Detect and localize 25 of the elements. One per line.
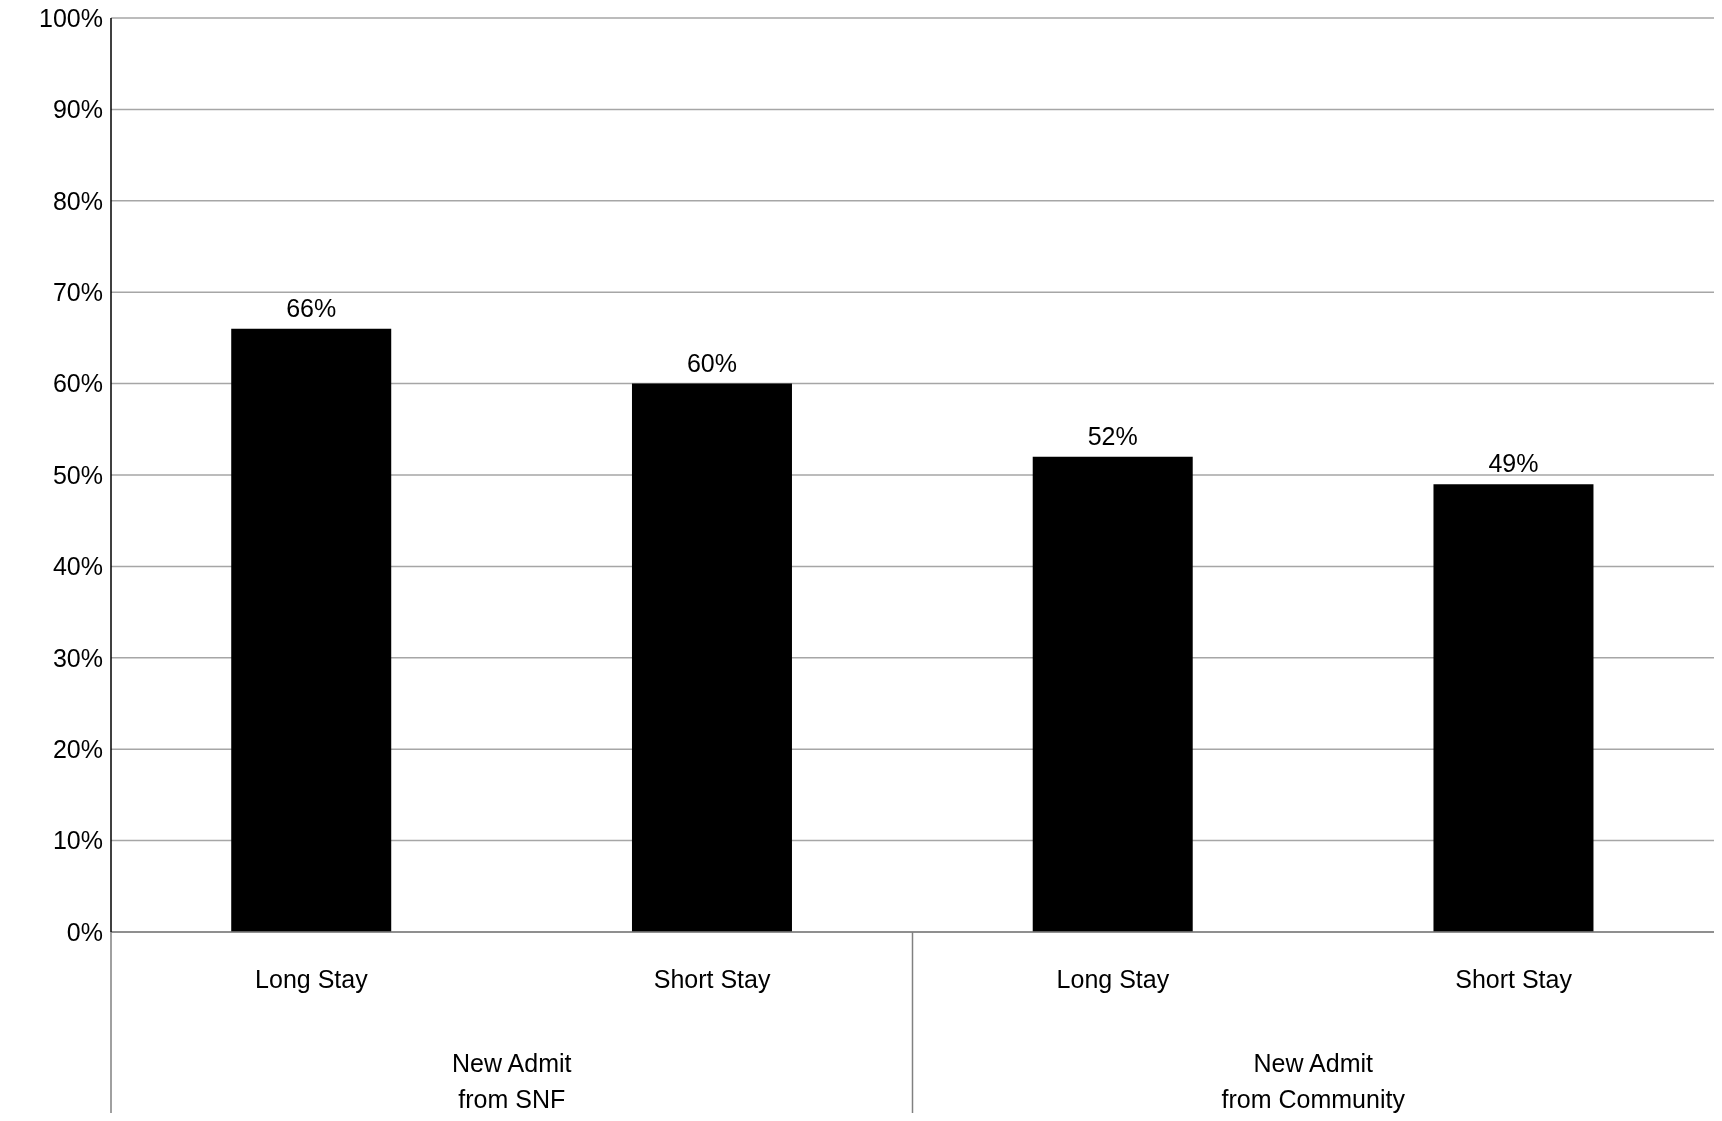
y-tick-label: 100% bbox=[39, 3, 103, 32]
data-label: 49% bbox=[1488, 449, 1539, 478]
x-tick-label: Long Stay bbox=[255, 965, 369, 993]
data-label: 60% bbox=[686, 348, 737, 377]
data-label: 52% bbox=[1087, 421, 1138, 450]
y-tick-label: 80% bbox=[52, 186, 103, 215]
x-tick-label: Short Stay bbox=[1455, 965, 1573, 993]
bar bbox=[231, 328, 392, 932]
y-tick-label: 40% bbox=[52, 552, 103, 581]
bar bbox=[631, 383, 792, 932]
bar bbox=[1433, 484, 1594, 932]
y-tick-label: 70% bbox=[52, 278, 103, 307]
y-tick-label: 90% bbox=[52, 95, 103, 124]
bar bbox=[1032, 456, 1193, 932]
text: New Admit from SNF bbox=[452, 1049, 572, 1113]
text: New Admit from Community bbox=[1221, 1049, 1406, 1113]
y-tick-label: 60% bbox=[52, 369, 103, 398]
data-label: 66% bbox=[286, 293, 337, 322]
y-tick-label: 50% bbox=[52, 460, 103, 489]
y-tick-label: 20% bbox=[52, 735, 103, 764]
y-tick-label: 10% bbox=[52, 826, 103, 855]
y-tick-label: 30% bbox=[52, 643, 103, 672]
x-tick-label: Short Stay bbox=[653, 965, 771, 993]
y-tick-label: 0% bbox=[66, 917, 103, 946]
x-tick-label: Long Stay bbox=[1056, 965, 1170, 993]
